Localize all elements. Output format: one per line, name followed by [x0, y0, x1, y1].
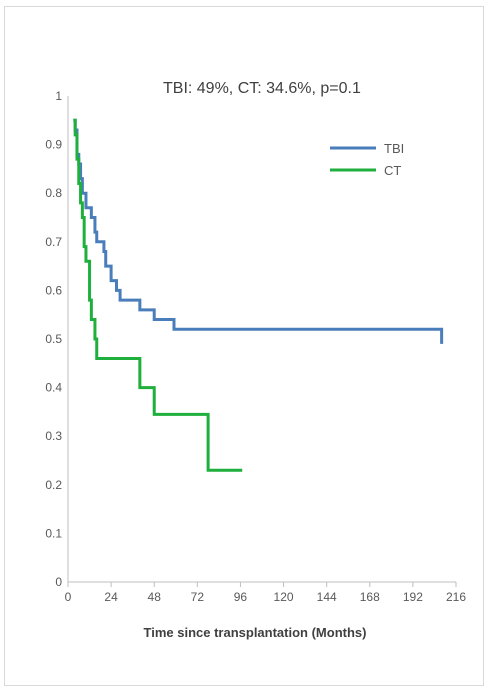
- legend-label-ct: CT: [384, 163, 401, 178]
- y-tick-label: 0.5: [45, 332, 62, 346]
- x-tick-label: 192: [403, 590, 423, 604]
- x-axis-label: Time since transplantation (Months): [144, 625, 367, 640]
- x-tick-label: 144: [317, 590, 337, 604]
- y-tick-label: 0.7: [45, 235, 62, 249]
- x-tick-label: 48: [148, 590, 162, 604]
- legend: TBI CT: [330, 141, 404, 178]
- y-tick-group: 0 0.1 0.2 0.3 0.4 0.5 0.6 0.7 0.8 0.9 1: [45, 89, 62, 589]
- y-tick-label: 0: [55, 575, 62, 589]
- x-tick-label: 96: [234, 590, 248, 604]
- x-tick-label: 0: [65, 590, 72, 604]
- y-tick-label: 0.3: [45, 429, 62, 443]
- y-tick-label: 0.4: [45, 381, 62, 395]
- y-tick-label: 0.2: [45, 478, 62, 492]
- x-tick-label: 120: [274, 590, 294, 604]
- x-tick-label: 24: [104, 590, 118, 604]
- y-tick-label: 0.9: [45, 138, 62, 152]
- y-tick-label: 0.6: [45, 283, 62, 297]
- chart-frame: [4, 6, 484, 686]
- y-tick-label: 0.1: [45, 526, 62, 540]
- y-tick-label: 0.8: [45, 186, 62, 200]
- x-tick-label: 168: [360, 590, 380, 604]
- series-line-ct: [73, 118, 243, 472]
- legend-label-tbi: TBI: [384, 141, 404, 156]
- x-tick-group: 0 24 48 72 96 120 144 168 192 216: [65, 582, 466, 604]
- axes: [67, 96, 456, 583]
- chart-annotation: TBI: 49%, CT: 34.6%, p=0.1: [163, 80, 361, 97]
- y-tick-label: 1: [55, 89, 62, 103]
- series-group: [73, 118, 444, 472]
- x-tick-label: 72: [191, 590, 205, 604]
- x-tick-label: 216: [446, 590, 466, 604]
